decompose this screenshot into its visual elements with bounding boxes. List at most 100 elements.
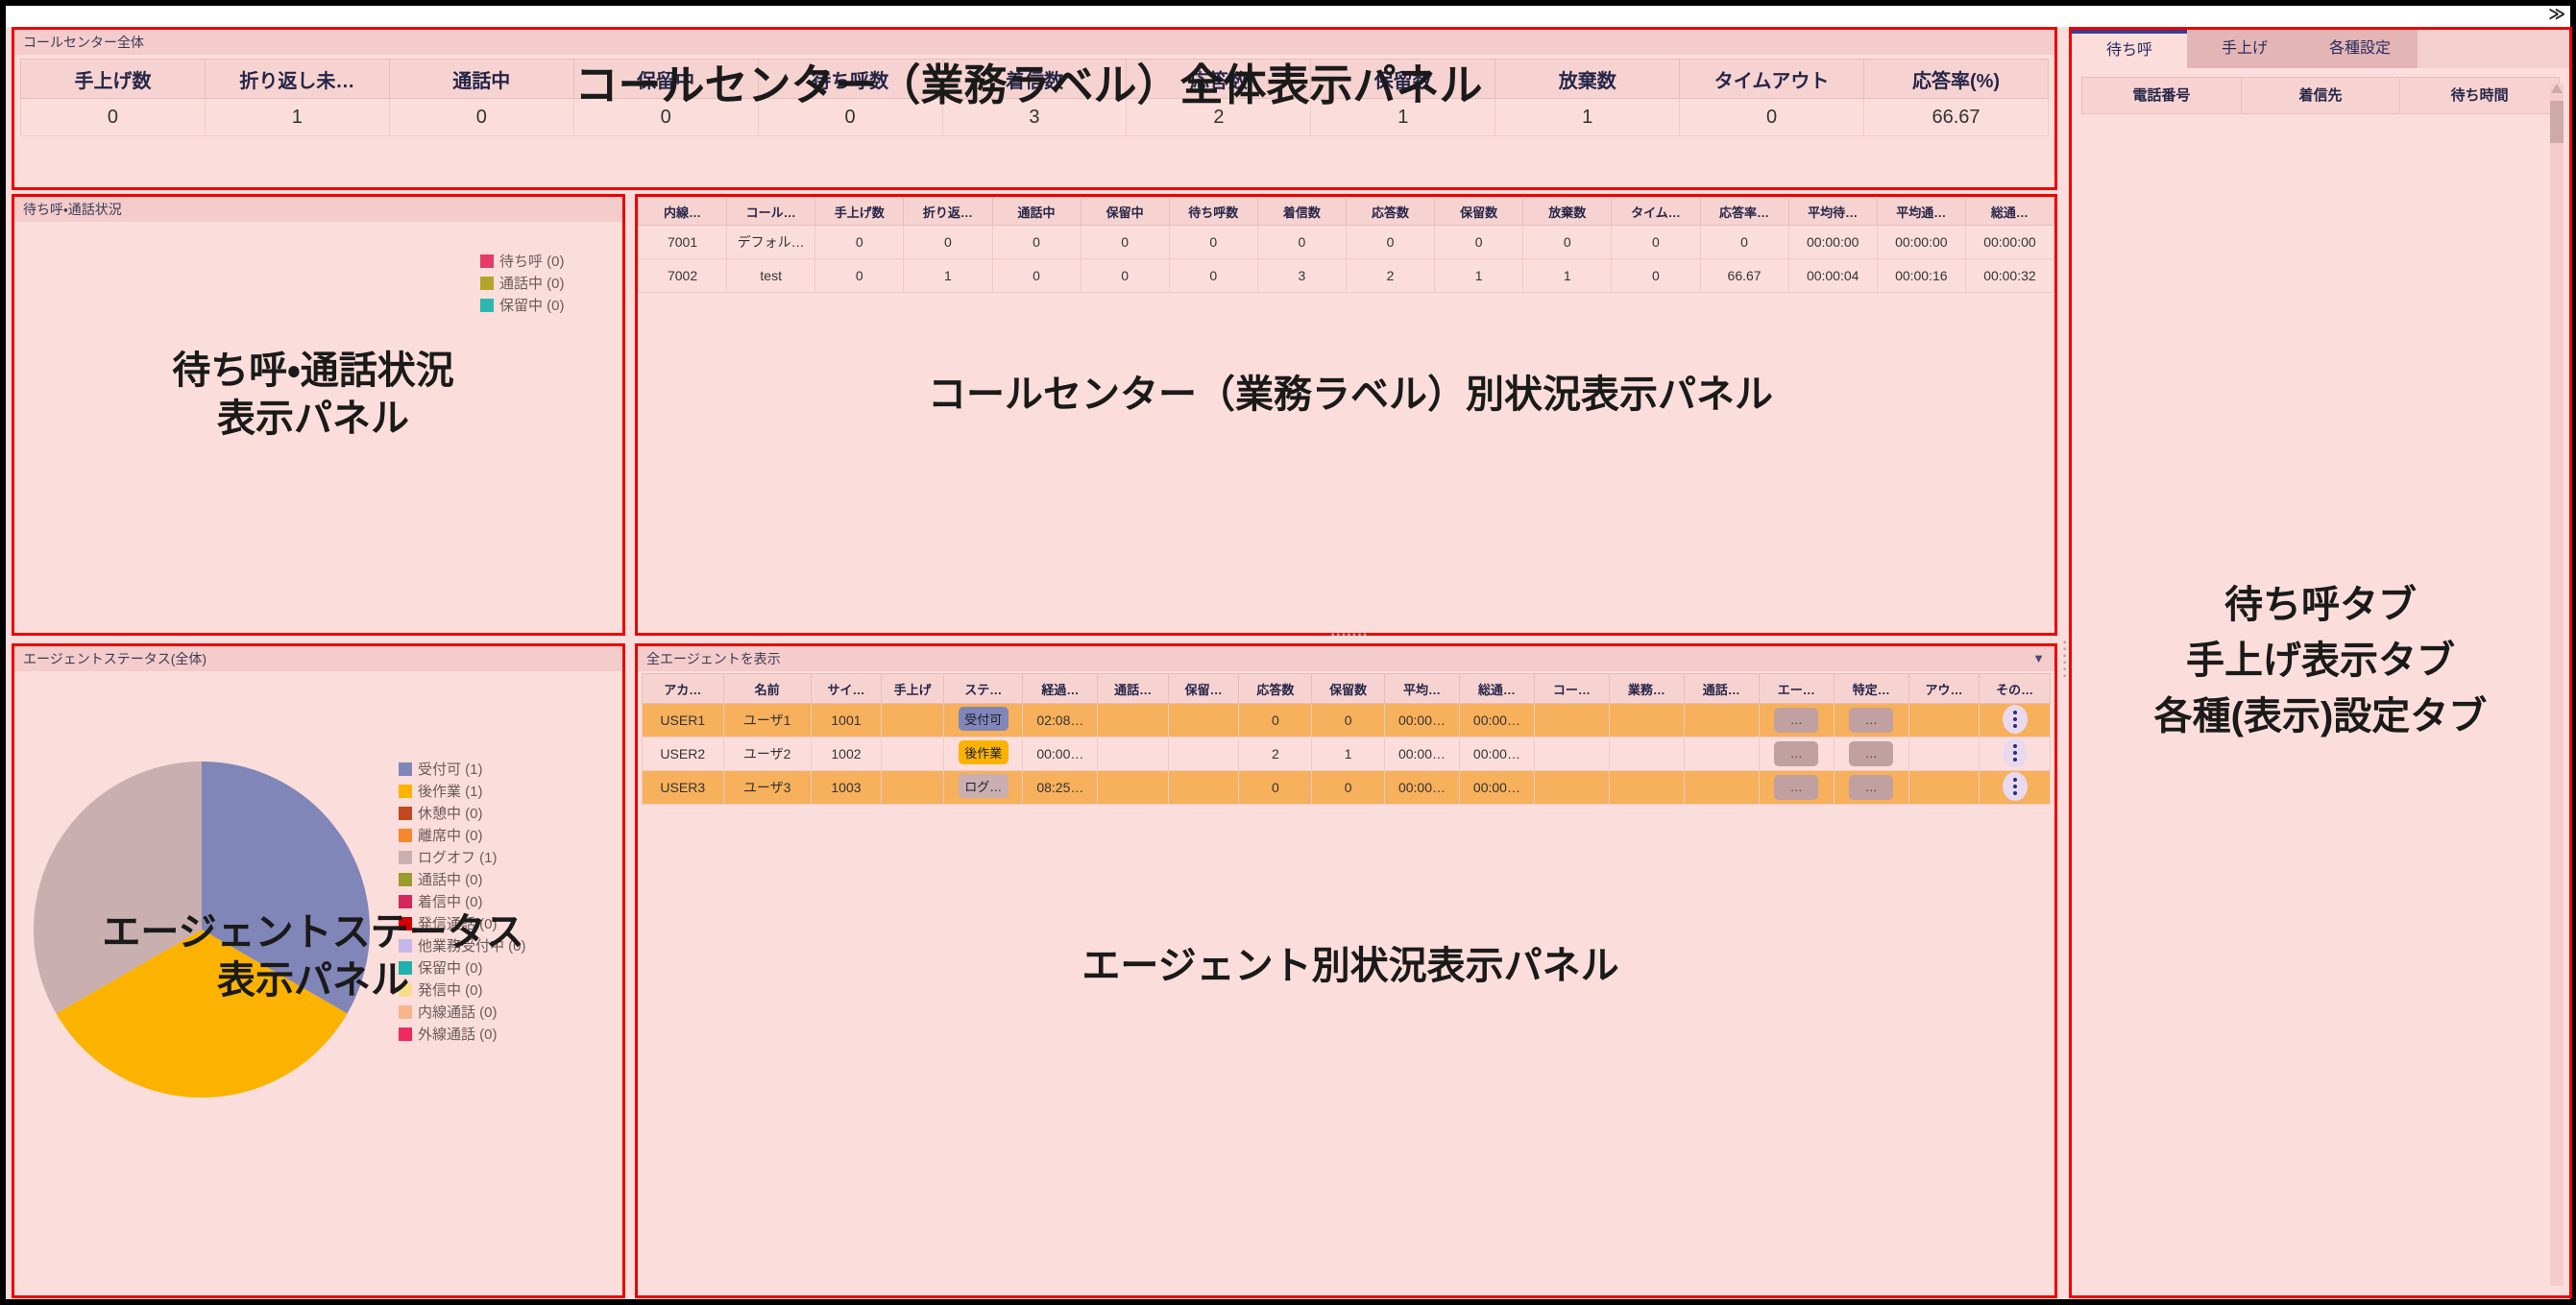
table-row[interactable]: USER3 ユーザ3 1003 ログ… 08:25… 0 0 00:00… 00:00………: [642, 770, 2051, 805]
agent-other-cell[interactable]: [1979, 703, 2051, 737]
table-row[interactable]: USER2 ユーザ2 1002 後作業 00:00… 2 1 00:00… 00:00………: [642, 737, 2051, 771]
specific-action-cell[interactable]: …: [1833, 770, 1909, 805]
cc-cell-1-7: 3: [1256, 258, 1348, 293]
waiting-call-column-2[interactable]: 待ち時間: [2450, 87, 2509, 104]
status-badge[interactable]: 後作業: [958, 740, 1009, 764]
cc-cell-1-6: 0: [1168, 258, 1258, 293]
agent-header-5: 経過…: [1022, 673, 1099, 704]
kebab-menu-icon[interactable]: [2002, 704, 2028, 734]
agent-name: ユーザ2: [722, 737, 812, 771]
wait-legend-item[interactable]: 保留中 (0): [480, 294, 565, 316]
agent-status-legend-item[interactable]: 着信中 (0): [399, 890, 526, 912]
agent-site: 1002: [810, 737, 883, 771]
status-badge[interactable]: ログ…: [958, 774, 1009, 798]
cc-header-1: コール…: [726, 197, 816, 226]
chevron-down-icon[interactable]: ▼: [2032, 651, 2045, 665]
agent-action-cell[interactable]: …: [1758, 737, 1835, 771]
table-row[interactable]: 7001 デフォル… 0 0 0 0 0 0 0 0 0 0 0 00:00:00 00:00:00 00:0…: [637, 225, 2055, 259]
agent-talk2: [1683, 770, 1760, 805]
agent-header-6: 通話…: [1097, 673, 1169, 704]
specific-action-button[interactable]: …: [1849, 775, 1894, 800]
agent-other-cell[interactable]: [1979, 737, 2051, 771]
agent-task: [1608, 737, 1685, 771]
specific-action-cell[interactable]: …: [1833, 737, 1909, 771]
agent-status-cell[interactable]: 後作業: [943, 737, 1024, 771]
waiting-call-column-1[interactable]: 着信先: [2242, 78, 2401, 113]
agent-action-button[interactable]: …: [1774, 741, 1819, 766]
cc-cell-1-9: 1: [1434, 258, 1524, 293]
legend-swatch-icon: [480, 254, 494, 268]
window-topbar: ≫: [6, 5, 2570, 27]
agent-status-legend-item[interactable]: 離席中 (0): [399, 824, 526, 846]
agent-talk2: [1683, 703, 1760, 737]
status-badge[interactable]: 受付可: [958, 707, 1009, 731]
kebab-menu-icon[interactable]: [2002, 771, 2028, 801]
cc-cell-1-11: 0: [1611, 258, 1701, 293]
wait-legend-item[interactable]: 通話中 (0): [480, 272, 565, 294]
table-row[interactable]: 7002 test 0 1 0 0 0 3 2 1 1 0 66.67 00:00:04 00:00:16 0…: [637, 258, 2055, 293]
sidebar-scrollbar[interactable]: [2550, 84, 2564, 1286]
agent-status-cell[interactable]: ログ…: [943, 770, 1024, 805]
cc-header-2: 手上げ数: [814, 197, 905, 226]
agent-hold: [1167, 737, 1240, 771]
agent-status-legend-item[interactable]: 外線通話 (0): [399, 1023, 526, 1045]
panel-resize-handle-horizontal[interactable]: ▪▪▪▪▪▪▪: [1331, 630, 1369, 640]
wait-legend-item[interactable]: 待ち呼 (0): [480, 250, 565, 272]
tab-2[interactable]: 各種設定: [2302, 30, 2418, 68]
agent-status-legend-item[interactable]: 受付可 (1): [399, 758, 526, 780]
expand-sidebar-icon[interactable]: ≫: [2548, 5, 2565, 23]
agent-status-legend-item[interactable]: 他業務受付中 (0): [399, 934, 526, 956]
pie-slice-後作業[interactable]: [56, 930, 348, 1098]
agent-table-body: USER1 ユーザ1 1001 受付可 02:08… 0 0 00:00… 00:00……… US…: [642, 703, 2051, 805]
summary-header-1: 折り返し未…: [204, 59, 390, 99]
agent-action-button[interactable]: …: [1774, 708, 1819, 733]
cc-cell-1-14: 00:00:16: [1876, 258, 1966, 293]
agent-elapsed: 00:00…: [1022, 737, 1099, 771]
agent-status-legend-item[interactable]: 発信中 (0): [399, 979, 526, 1001]
agent-action-button[interactable]: …: [1774, 775, 1819, 800]
kebab-menu-icon[interactable]: [2002, 737, 2028, 767]
agent-status-legend-item[interactable]: 発信通話 (0): [399, 912, 526, 934]
scroll-up-icon[interactable]: [2551, 84, 2563, 93]
scrollbar-thumb[interactable]: [2550, 101, 2564, 143]
agent-status-legend-item[interactable]: 休憩中 (0): [399, 802, 526, 824]
agent-out: [1908, 770, 1981, 805]
agent-header-7: 保留…: [1167, 673, 1240, 704]
waiting-call-column-0[interactable]: 電話番号: [2082, 78, 2242, 113]
specific-action-cell[interactable]: …: [1833, 703, 1909, 737]
agent-status-cell[interactable]: 受付可: [943, 703, 1024, 737]
table-row[interactable]: USER1 ユーザ1 1001 受付可 02:08… 0 0 00:00… 00:00………: [642, 703, 2051, 737]
summary-value-4: 0: [757, 98, 943, 136]
agent-header-10: 平均…: [1384, 673, 1460, 704]
specific-action-button[interactable]: …: [1849, 741, 1894, 766]
summary-value-5: 3: [941, 98, 1128, 136]
agent-action-cell[interactable]: …: [1758, 703, 1835, 737]
panel-resize-handle-vertical[interactable]: ▪ ▪ ▪ ▪ ▪ ▪: [2063, 638, 2069, 682]
agent-action-cell[interactable]: …: [1758, 770, 1835, 805]
agent-status-legend-item[interactable]: 通話中 (0): [399, 868, 526, 890]
agent-status-legend-item[interactable]: 後作業 (1): [399, 780, 526, 802]
agent-panel-title-bar: 全エージェントを表示 ▼: [638, 646, 2054, 671]
agent-status-legend-item[interactable]: 内線通話 (0): [399, 1001, 526, 1023]
pie-slice-受付可[interactable]: [202, 761, 370, 1014]
cc-header-11: タイム…: [1611, 197, 1701, 226]
tab-1[interactable]: 手上げ: [2187, 30, 2302, 68]
legend-label: 発信通話 (0): [418, 916, 498, 932]
cc-cell-0-4: 0: [991, 225, 1081, 259]
agent-status-legend-item[interactable]: 保留中 (0): [399, 956, 526, 979]
pie-slice-ログオフ[interactable]: [34, 761, 202, 1014]
callcenter-table-header-row: 内線… コール… 手上げ数 折り返… 通話中 保留中 待ち呼数 着信数 応答数 保留数 放棄数 タイム…: [637, 197, 2055, 226]
cc-cell-0-13: 00:00:00: [1787, 225, 1878, 259]
legend-label: 外線通話 (0): [418, 1027, 498, 1043]
agent-status-legend-item[interactable]: ログオフ (1): [399, 846, 526, 868]
cc-cell-1-5: 0: [1080, 258, 1170, 293]
agent-other-cell[interactable]: [1979, 770, 2051, 805]
sidebar-tabstrip: 待ち呼 手上げ 各種設定: [2072, 30, 2569, 68]
cc-cell-0-0: 7001: [637, 225, 728, 259]
agent-hold: [1167, 703, 1240, 737]
agent-talk: [1097, 770, 1169, 805]
cc-header-14: 平均通…: [1876, 197, 1966, 226]
specific-action-button[interactable]: …: [1849, 708, 1894, 733]
agent-account: USER2: [642, 737, 724, 771]
tab-0[interactable]: 待ち呼: [2072, 30, 2187, 68]
